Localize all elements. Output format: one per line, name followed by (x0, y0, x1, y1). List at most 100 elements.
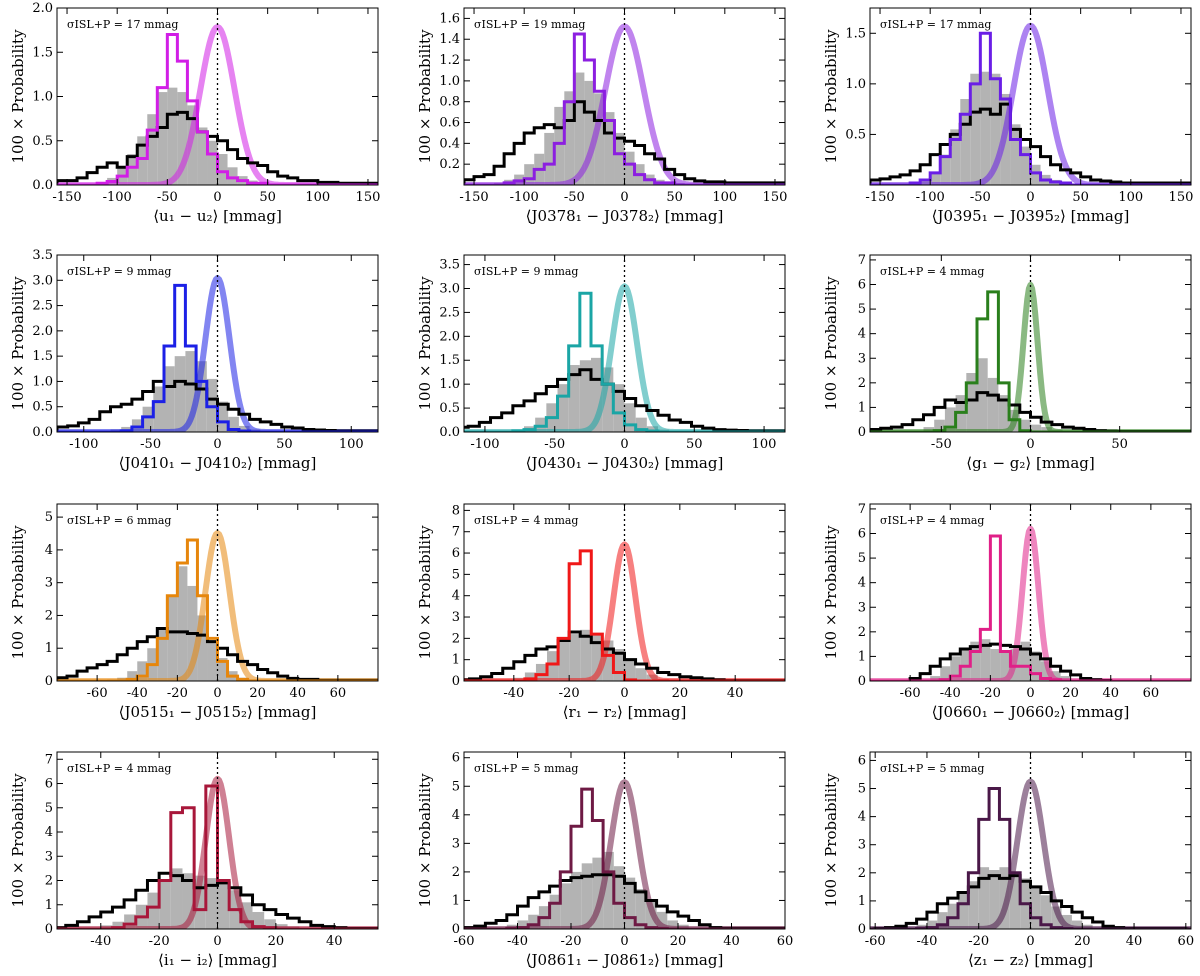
y-tick-label: 0.5 (845, 127, 866, 142)
x-tick-label: -60 (900, 686, 921, 701)
gray-bar (217, 658, 228, 681)
y-tick-label: 2.0 (32, 1, 53, 16)
gray-bar (614, 132, 625, 185)
y-tick-label: 1.6 (439, 11, 460, 26)
panel-r: -40 -20 0 20 40 0 1 2 3 4 5 6 7 8 σISL+P = 4 mmag ⟨r₁ −… (416, 503, 786, 721)
gray-bar (613, 866, 625, 929)
x-tick-label: -150 (865, 190, 894, 205)
x-tick-label: 40 (326, 934, 343, 949)
gray-bar (970, 73, 981, 185)
y-tick-label: 2 (858, 376, 866, 391)
sigma-label: σISL+P = 5 mmag (880, 762, 984, 775)
gray-bar (207, 641, 218, 681)
x-tick-label: 60 (330, 686, 347, 701)
gray-bar (528, 914, 539, 929)
y-axis-label: 100 × Probability (9, 525, 27, 660)
y-tick-label: 0 (858, 674, 866, 689)
gray-bar (182, 873, 195, 929)
y-tick-label: 1.0 (439, 74, 460, 89)
gray-bar (1030, 164, 1041, 185)
colored-step-line (57, 283, 378, 432)
y-tick-label: 2.0 (32, 324, 53, 339)
sigma-label: σISL+P = 5 mmag (474, 762, 578, 775)
gray-bar (1040, 895, 1052, 929)
gray-bar (624, 151, 635, 185)
x-tick-label: 40 (289, 686, 306, 701)
x-tick-label: -20 (561, 934, 582, 949)
gaussian-fit-line (57, 275, 378, 432)
gray-bar (157, 92, 168, 185)
gray-bar (594, 93, 605, 185)
y-axis-label: 100 × Probability (9, 276, 27, 411)
x-tick-label: -40 (916, 934, 937, 949)
gray-bar (194, 875, 206, 929)
x-axis-label: ⟨J0395₁ − J0395₂⟩ [mmag] (932, 207, 1130, 225)
gray-bar (217, 880, 230, 929)
x-tick-label: 40 (727, 686, 744, 701)
x-tick-label: -100 (510, 190, 539, 205)
gray-bar (137, 136, 148, 185)
y-tick-label: 1 (858, 894, 866, 909)
gray-bar (517, 920, 529, 929)
gray-bar (137, 661, 148, 681)
x-tick-label: -40 (90, 934, 111, 949)
y-tick-label: 4 (452, 589, 460, 604)
x-tick-label: -150 (52, 190, 81, 205)
panel-z: -60 -40 -20 0 20 40 60 0 1 2 3 4 5 6 σISL+P = 5 mmag ⟨z… (822, 751, 1194, 969)
x-tick-label: -50 (970, 190, 991, 205)
gray-bar (940, 154, 951, 185)
gray-bar (167, 595, 178, 681)
gray-bar (966, 373, 977, 432)
x-tick-label: 100 (712, 190, 737, 205)
panel-J0515: -60 -40 -20 0 20 40 60 0 1 2 3 4 5 σISL+P = 6 mmag ⟨J0… (9, 503, 379, 721)
panel-u: -150 -100 -50 0 50 100 150 0.0 0.5 1.0 1.5 2.0 σISL+… (9, 1, 380, 225)
y-axis-label: 100 × Probability (822, 773, 840, 908)
gray-bar (1030, 886, 1041, 929)
gray-bar (1041, 427, 1052, 432)
colored-step-line (870, 31, 1191, 185)
y-tick-label: 5 (858, 302, 866, 317)
y-tick-label: 2 (452, 865, 460, 880)
y-tick-label: 2 (452, 631, 460, 646)
x-tick-label: -20 (980, 686, 1001, 701)
y-axis-label: 100 × Probability (416, 276, 434, 411)
y-tick-label: 3 (452, 610, 460, 625)
y-tick-label: 1.5 (32, 45, 53, 60)
gray-bar (177, 92, 188, 185)
x-tick-label: 20 (249, 686, 266, 701)
x-tick-label: -100 (103, 190, 132, 205)
y-tick-label: 0.0 (439, 425, 460, 440)
sigma-label: σISL+P = 4 mmag (880, 265, 984, 278)
gray-bar (147, 114, 158, 185)
x-axis-label: ⟨z₁ − z₂⟩ [mmag] (968, 951, 1093, 969)
x-tick-label: -100 (69, 437, 98, 452)
gray-bar (579, 360, 592, 432)
gray-bar (937, 912, 948, 929)
y-tick-label: 0 (452, 922, 460, 937)
x-tick-label: 20 (268, 934, 285, 949)
gray-bar (228, 416, 239, 432)
gray-bar (177, 566, 188, 681)
y-tick-label: 1 (45, 641, 53, 656)
y-tick-label: 0.0 (32, 425, 53, 440)
x-tick-label: 20 (672, 686, 689, 701)
colored-step-line (870, 290, 1191, 432)
y-axis-label: 100 × Probability (822, 276, 840, 411)
gray-bar (557, 384, 569, 432)
y-tick-label: 0.0 (32, 178, 53, 193)
gray-bar (646, 426, 658, 432)
gray-bar (581, 863, 593, 929)
x-tick-label: 0 (213, 686, 221, 701)
x-tick-label: 100 (752, 437, 777, 452)
gray-bar (127, 154, 138, 185)
x-tick-label: -20 (167, 686, 188, 701)
plot-area (870, 504, 1191, 681)
x-tick-label: -50 (544, 437, 565, 452)
x-axis-label: ⟨r₁ − r₂⟩ [mmag] (563, 703, 687, 721)
x-tick-label: 0 (1026, 934, 1034, 949)
x-axis-label: ⟨J0410₁ − J0410₂⟩ [mmag] (119, 454, 317, 472)
x-tick-label: -60 (865, 934, 886, 949)
y-tick-label: 3 (858, 838, 866, 853)
y-tick-label: 1.0 (439, 377, 460, 392)
colored-step-line (57, 784, 378, 929)
